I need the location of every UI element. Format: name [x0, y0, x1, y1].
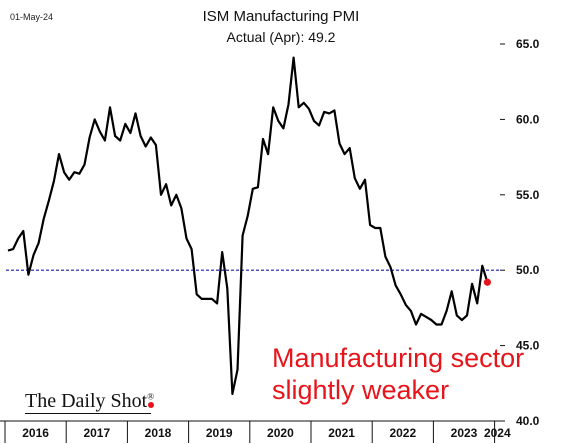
x-tick-label-2024: 2024	[484, 426, 511, 440]
x-tick-label-2019: 2019	[206, 426, 233, 440]
logo-underline	[25, 413, 151, 414]
y-tick-label-0: 65.0	[516, 37, 540, 51]
y-tick-label-3: 50.0	[516, 263, 540, 277]
report-date: 01-May-24	[10, 12, 54, 22]
x-tick-label-2016: 2016	[22, 426, 49, 440]
source-mark: ®	[147, 391, 155, 402]
logo-dot-icon	[148, 402, 154, 408]
annotation-line-2: slightly weaker	[272, 375, 450, 405]
x-axis: 2016 2017 2018 2019 2020 2021 2022 2023 2024	[0, 420, 511, 443]
latest-value-point	[483, 278, 491, 286]
y-tick-label-5: 40.0	[516, 414, 540, 428]
annotation-line-1: Manufacturing sector	[272, 343, 525, 373]
x-tick-label-2022: 2022	[389, 426, 416, 440]
y-tick-label-4: 45.0	[516, 339, 540, 353]
pmi-series-line	[7, 56, 489, 395]
x-tick-label-2021: 2021	[328, 426, 355, 440]
y-tick-label-2: 55.0	[516, 188, 540, 202]
x-tick-label-2023: 2023	[451, 426, 478, 440]
x-tick-label-2018: 2018	[145, 426, 172, 440]
chart-subtitle: Actual (Apr): 49.2	[226, 29, 336, 45]
y-axis: 65.0 60.0 55.0 50.0 45.0 40.0	[500, 37, 540, 428]
x-tick-label-2020: 2020	[267, 426, 294, 440]
annotation-callout: Manufacturing sector slightly weaker	[272, 342, 552, 406]
chart-title: ISM Manufacturing PMI	[202, 8, 360, 25]
source-logo: The Daily Shot®	[25, 390, 154, 413]
source-name: The Daily Shot	[25, 390, 148, 412]
x-tick-label-2017: 2017	[83, 426, 110, 440]
y-tick-label-1: 60.0	[516, 112, 540, 126]
